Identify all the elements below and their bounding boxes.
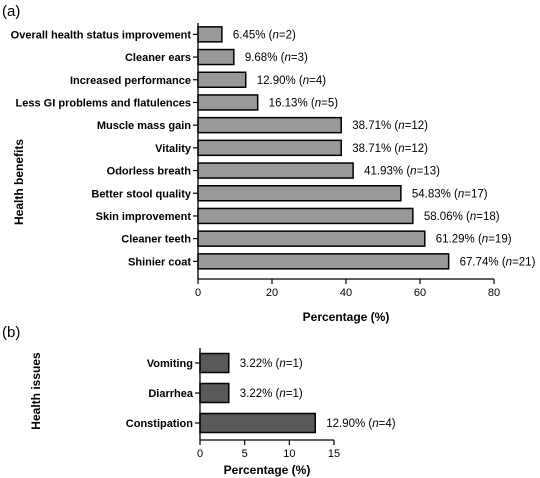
panel-a-data-label: 58.06% (n=18) bbox=[424, 211, 500, 223]
panel-b-data-label: 3.22% (n=1) bbox=[240, 358, 303, 370]
panel-a-x-tick-label: 0 bbox=[195, 287, 201, 299]
panel-a-data-label: 16.13% (n=5) bbox=[269, 97, 339, 109]
panel-a-x-tick-label: 40 bbox=[340, 287, 352, 299]
panel-a-category-label: Odorless breath bbox=[107, 166, 192, 178]
panel-a-data-label: 54.83% (n=17) bbox=[412, 188, 488, 200]
panel-a-category-label: Less GI problems and flatulences bbox=[16, 97, 191, 109]
panel-a-category-label: Cleaner ears bbox=[125, 52, 191, 64]
panel-a-bar bbox=[197, 162, 354, 179]
panel-a-bar bbox=[197, 116, 342, 134]
panel-a-category-label: Shinier coat bbox=[128, 256, 191, 268]
panel-a-bar bbox=[197, 71, 247, 88]
panel-b-bar bbox=[199, 352, 230, 374]
panel-a-data-label: 38.71% (n=12) bbox=[352, 143, 428, 155]
panel-a-data-label: 41.93% (n=13) bbox=[364, 166, 440, 178]
panel-b-category-label: Vomiting bbox=[147, 358, 193, 370]
panel-b-plot: 0 5 10 15 Vomiting 3.22% (n=1) Diarrhea 3.22% (… bbox=[126, 348, 396, 460]
panel-a-data-label: 6.45% (n=2) bbox=[233, 29, 296, 41]
panel-a-category-label: Vitality bbox=[155, 143, 192, 155]
panel-a-ylabel: Health benefits bbox=[12, 139, 26, 225]
panel-a-bar bbox=[197, 230, 426, 247]
panel-a-data-label: 61.29% (n=19) bbox=[436, 234, 512, 246]
panel-b-label: (b) bbox=[2, 324, 20, 341]
panel-b-x-tick-label: 10 bbox=[283, 448, 295, 460]
panel-a-category-label: Muscle mass gain bbox=[97, 120, 191, 132]
panel-a-bar bbox=[197, 48, 235, 66]
panel-b-data-label: 3.22% (n=1) bbox=[240, 388, 303, 400]
panel-b-x-tick-label: 0 bbox=[197, 448, 203, 460]
panel-a-x-tick-label: 60 bbox=[414, 287, 426, 299]
panel-b-xlabel: Percentage (%) bbox=[224, 463, 311, 477]
panel-a-x-tick-label: 80 bbox=[488, 287, 500, 299]
panel-b-x-tick-label: 15 bbox=[328, 448, 340, 460]
panel-a-category-label: Overall health status improvement bbox=[11, 29, 192, 41]
panel-a-category-label: Skin improvement bbox=[96, 211, 192, 223]
panel-a-x-tick-label: 20 bbox=[266, 287, 278, 299]
panel-a-xlabel: Percentage (%) bbox=[303, 310, 390, 324]
panel-a-data-label: 38.71% (n=12) bbox=[352, 120, 428, 132]
panel-a-category-label: Cleaner teeth bbox=[121, 234, 191, 246]
panel-a-data-label: 12.90% (n=4) bbox=[257, 75, 327, 87]
panel-a-data-label: 67.74% (n=21) bbox=[460, 256, 536, 268]
panel-b-data-label: 12.90% (n=4) bbox=[326, 418, 396, 430]
panel-a-category-label: Better stool quality bbox=[91, 188, 192, 200]
panel-a-label: (a) bbox=[2, 3, 20, 20]
panel-b-category-label: Diarrhea bbox=[148, 388, 194, 400]
panel-a-bar bbox=[197, 207, 414, 225]
panel-b-x-tick-label: 5 bbox=[242, 448, 248, 460]
panel-a-bar bbox=[197, 253, 450, 270]
panel-b-category-label: Constipation bbox=[126, 418, 193, 430]
panel-b-bar bbox=[199, 412, 316, 434]
panel-a-bar bbox=[197, 139, 342, 157]
panel-b-ylabel: Health issues bbox=[29, 352, 43, 430]
panel-a-bar bbox=[197, 94, 259, 111]
panel-a-bar bbox=[197, 26, 223, 43]
panel-a-bar bbox=[197, 185, 402, 202]
panel-a-data-label: 9.68% (n=3) bbox=[245, 52, 308, 64]
panel-a-plot: 0 20 40 60 80 Overall health status improveme… bbox=[11, 23, 536, 299]
panel-a-category-label: Increased performance bbox=[70, 75, 191, 87]
panel-b-bar bbox=[199, 382, 230, 404]
